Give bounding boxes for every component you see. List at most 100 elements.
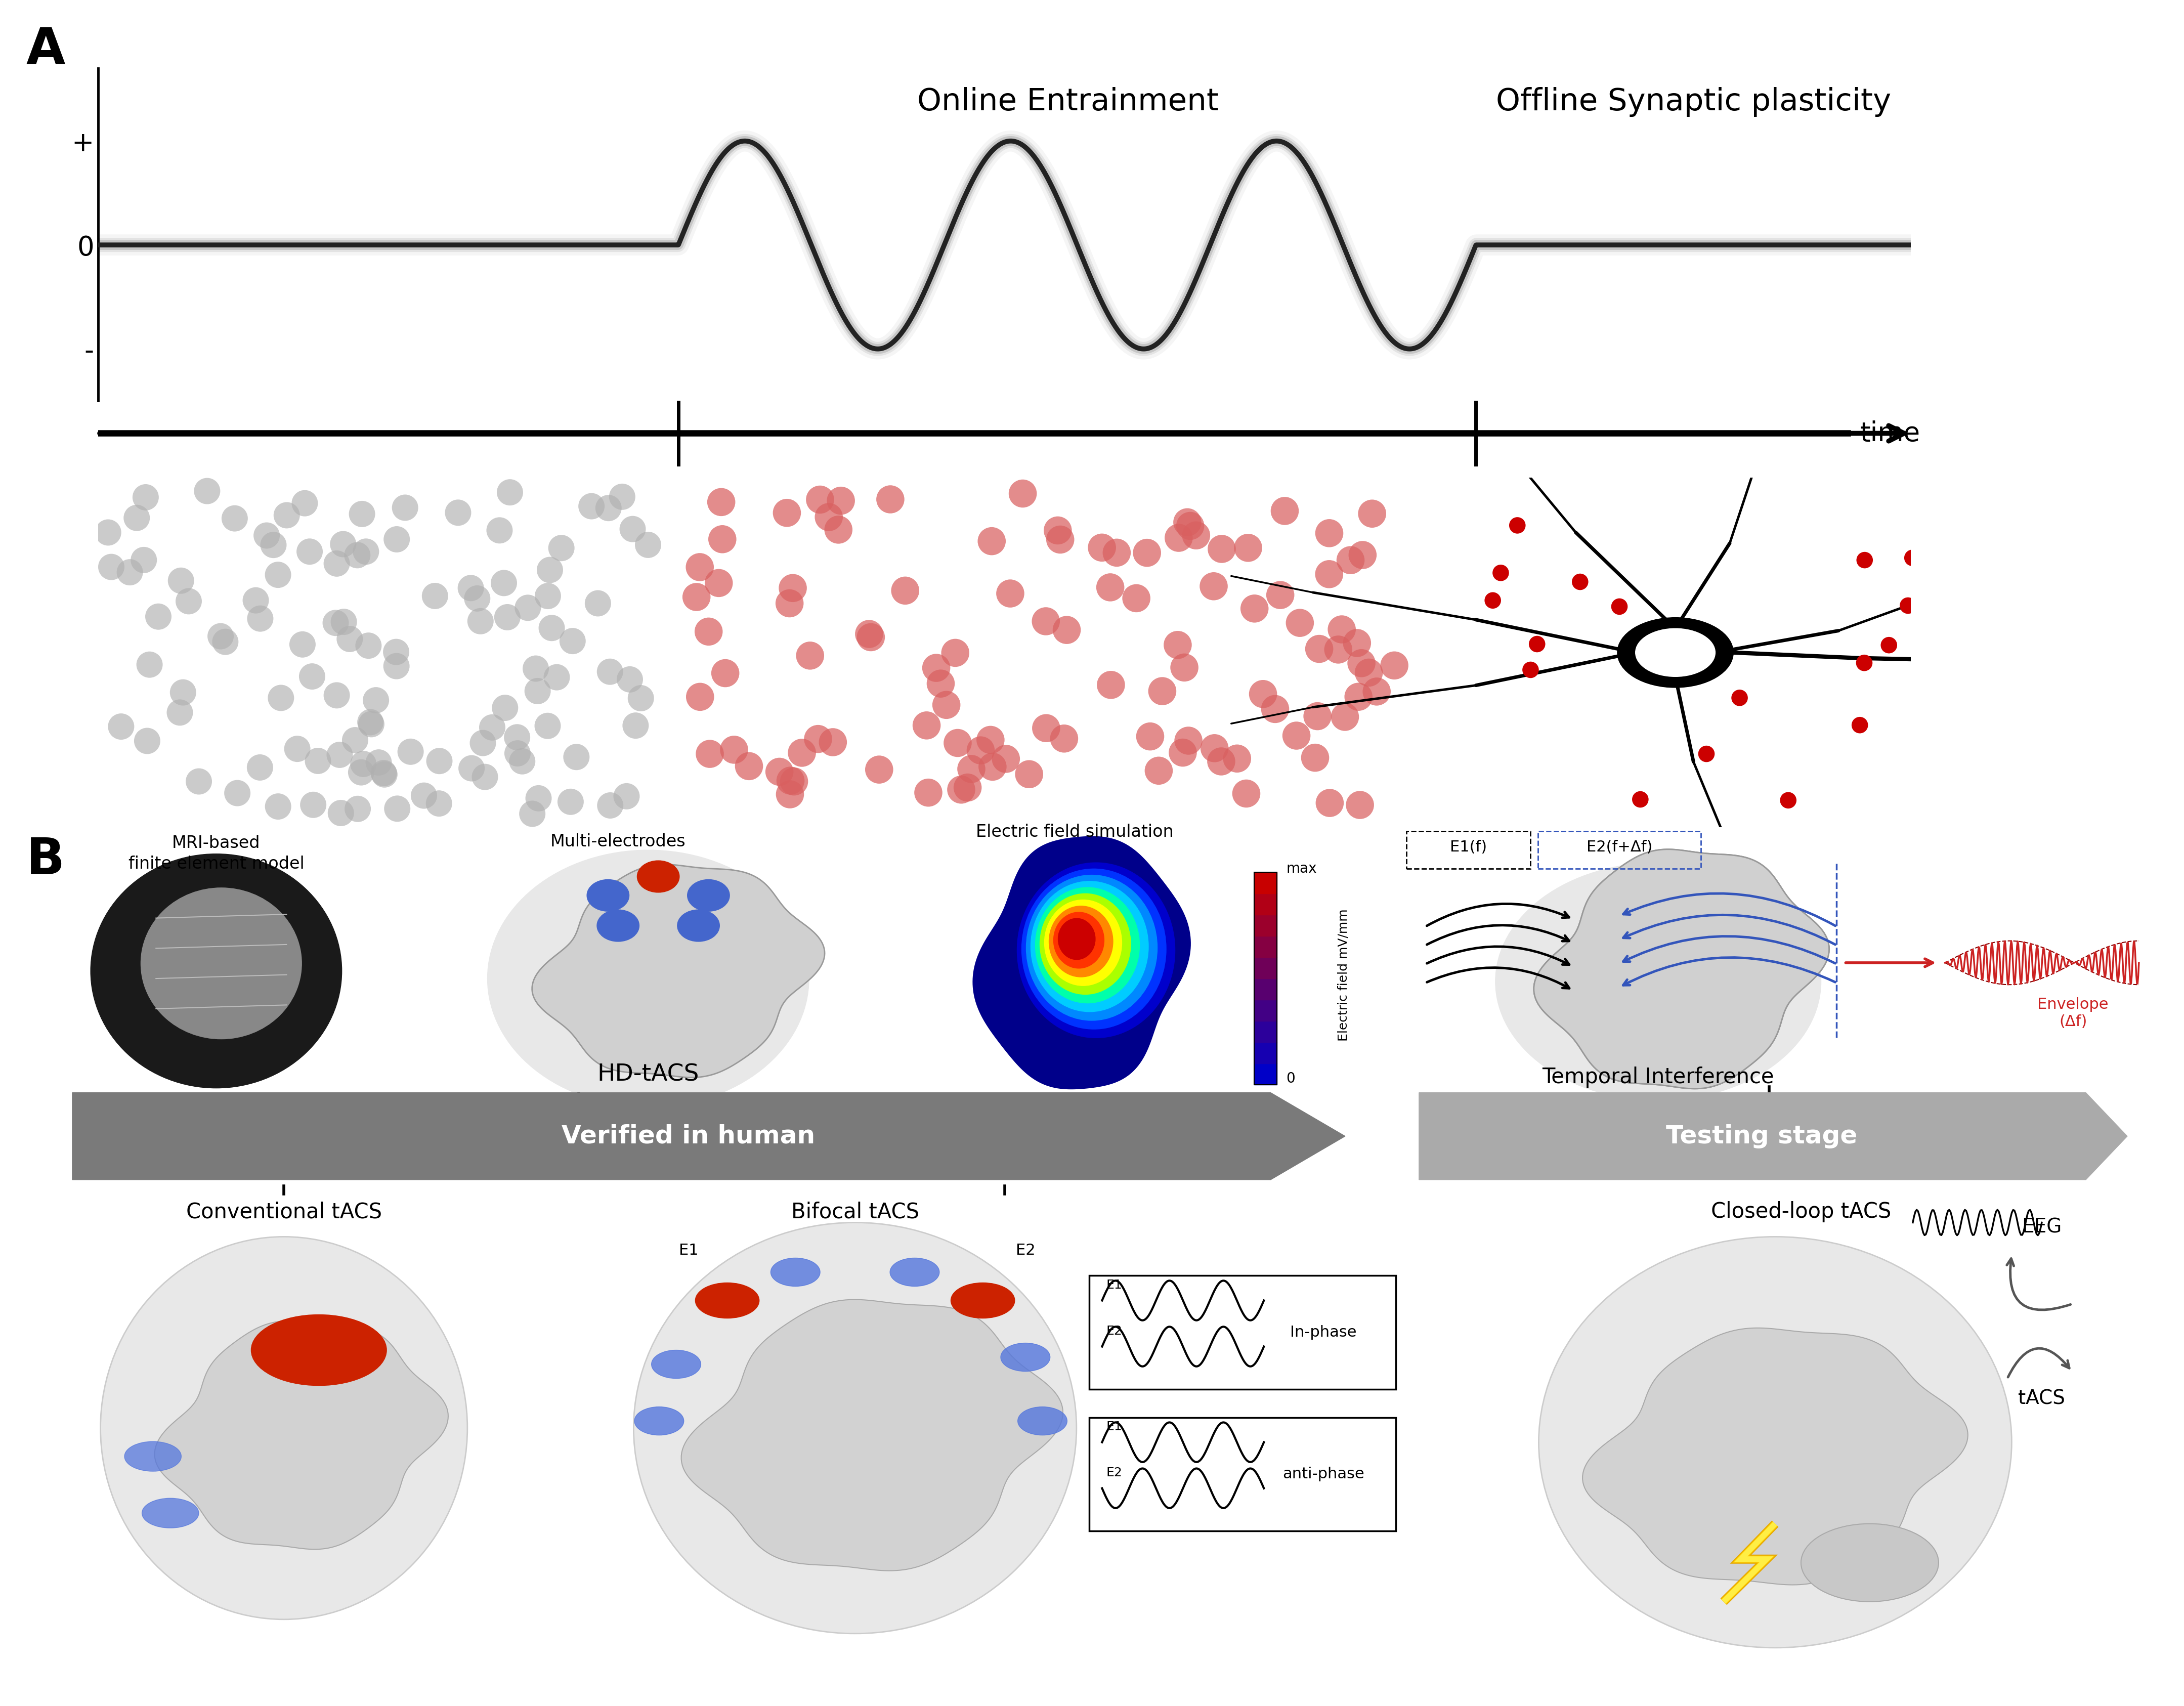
Point	[974, 752, 1009, 780]
Text: anti-phase: anti-phase	[1282, 1467, 1365, 1481]
Point	[852, 621, 887, 648]
Circle shape	[1636, 628, 1714, 677]
Point	[618, 711, 653, 739]
Point	[531, 582, 566, 609]
Point	[1848, 650, 1883, 677]
Text: Electric field simulation: Electric field simulation	[976, 824, 1173, 841]
Point	[701, 570, 736, 597]
Point	[343, 759, 378, 786]
Polygon shape	[1583, 1327, 1968, 1585]
Text: Closed-loop tACS: Closed-loop tACS	[1710, 1201, 1891, 1223]
Point	[1179, 522, 1214, 549]
Point	[203, 623, 238, 650]
Point	[518, 655, 553, 682]
Point	[325, 609, 360, 636]
Ellipse shape	[1018, 1407, 1068, 1435]
Point	[622, 684, 657, 711]
Point	[810, 503, 845, 531]
Text: E1: E1	[1107, 1421, 1123, 1433]
Point	[909, 711, 943, 739]
Bar	[1254, 978, 1278, 1000]
Point	[1376, 652, 1411, 679]
Point	[352, 631, 387, 659]
Point	[166, 679, 201, 706]
Circle shape	[638, 860, 679, 892]
Point	[1133, 723, 1168, 751]
Point	[1352, 659, 1387, 686]
Text: E2: E2	[1016, 1244, 1035, 1257]
Polygon shape	[155, 1320, 448, 1549]
Point	[1092, 573, 1127, 601]
Point	[1040, 517, 1075, 544]
Point	[631, 531, 666, 558]
Bar	[1254, 957, 1278, 979]
Ellipse shape	[1802, 1523, 1939, 1602]
Point	[874, 486, 909, 514]
Text: Online Entrainment: Online Entrainment	[917, 87, 1219, 116]
Point	[295, 792, 330, 819]
Point	[732, 752, 767, 780]
Point	[1343, 792, 1378, 819]
Text: max: max	[1286, 862, 1317, 875]
Point	[463, 607, 498, 635]
Point	[487, 570, 522, 597]
Point	[681, 553, 716, 580]
Point	[616, 515, 651, 543]
FancyArrow shape	[1420, 1092, 2127, 1181]
Point	[207, 628, 242, 655]
Ellipse shape	[1035, 887, 1140, 1003]
Point	[190, 478, 225, 505]
FancyBboxPatch shape	[1090, 1276, 1396, 1389]
Bar	[1254, 1042, 1278, 1063]
Point	[1197, 573, 1232, 601]
Point	[1029, 715, 1064, 742]
Point	[380, 795, 415, 822]
Point	[954, 756, 989, 783]
Point	[242, 606, 277, 633]
Point	[1219, 746, 1254, 773]
Point	[592, 792, 627, 819]
Point	[974, 727, 1009, 754]
Point	[522, 785, 557, 812]
Point	[367, 759, 402, 786]
Text: 0: 0	[1286, 1071, 1295, 1085]
Bar	[1254, 894, 1278, 914]
Point	[559, 744, 594, 771]
Point	[1562, 568, 1597, 595]
Point	[120, 505, 155, 532]
Text: time: time	[1861, 420, 1920, 447]
Point	[483, 517, 518, 544]
Point	[994, 580, 1029, 607]
Point	[461, 585, 496, 612]
Point	[129, 485, 164, 512]
Point	[1358, 677, 1393, 705]
Point	[1230, 534, 1265, 561]
Point	[533, 556, 568, 583]
Point	[260, 793, 295, 821]
Circle shape	[596, 909, 640, 942]
Point	[989, 746, 1024, 773]
Point	[762, 757, 797, 785]
Text: HD-tACS: HD-tACS	[596, 1063, 699, 1085]
Point	[319, 549, 354, 577]
Point	[950, 775, 985, 802]
Point	[1203, 747, 1238, 775]
Point	[911, 780, 946, 807]
Point	[1907, 619, 1942, 647]
Text: Envelope
(Δf): Envelope (Δf)	[2038, 996, 2108, 1029]
Point	[301, 747, 336, 775]
Point	[854, 624, 889, 652]
Text: Temporal Interference: Temporal Interference	[1542, 1066, 1773, 1088]
Point	[1328, 703, 1363, 730]
Polygon shape	[681, 1300, 1064, 1571]
Ellipse shape	[1040, 894, 1131, 995]
Point	[1171, 727, 1206, 754]
Point	[1354, 500, 1389, 527]
Point	[1872, 631, 1907, 659]
Point	[802, 486, 836, 514]
Point	[1118, 585, 1153, 612]
Point	[1623, 786, 1658, 814]
Point	[1688, 740, 1723, 768]
Point	[1771, 786, 1806, 814]
Text: Verified in human: Verified in human	[561, 1124, 815, 1148]
